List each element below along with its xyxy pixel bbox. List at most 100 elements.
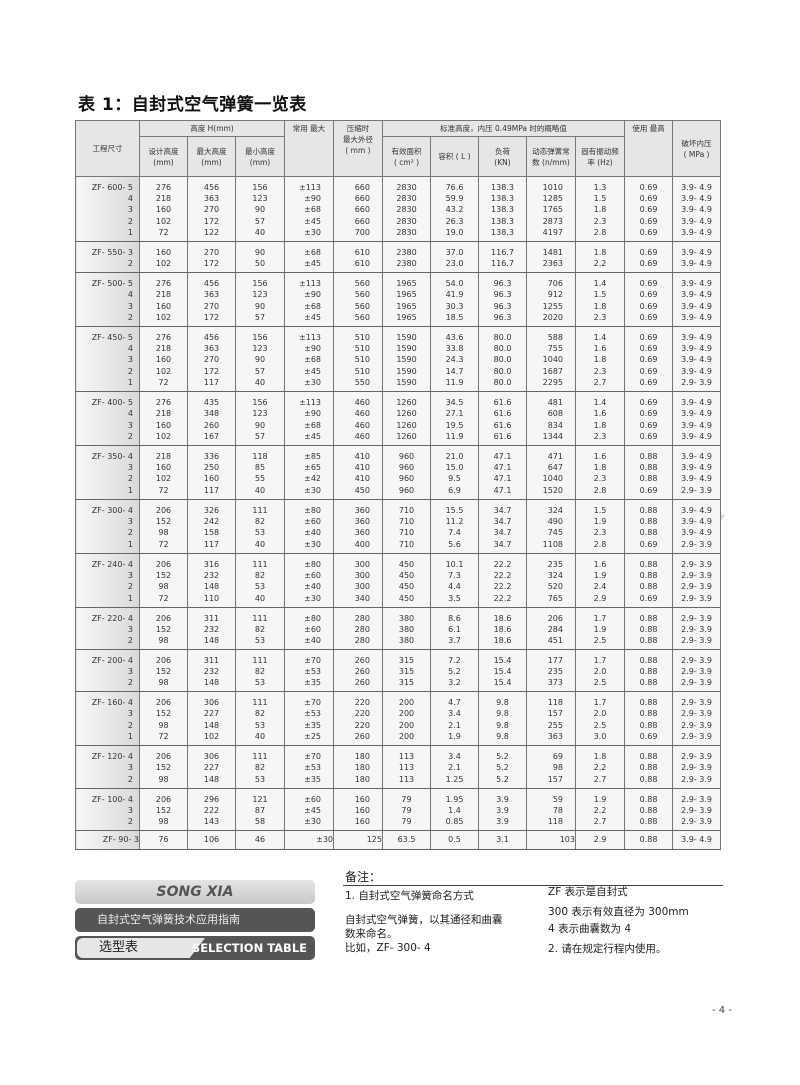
page-number: - 4 - <box>712 1005 732 1016</box>
table-cell: 260 <box>333 731 383 747</box>
table-cell: 143 <box>187 815 236 831</box>
table-cell: 451 <box>526 634 576 650</box>
table-cell: 481 <box>526 391 576 409</box>
table-cell: 1.4 <box>574 272 626 290</box>
table-row: 2 102 167 57 ±45 460 1260 11.9 61.6 1344 2.3 0.69 3.… <box>75 431 722 447</box>
table-cell: ±68 <box>284 419 334 432</box>
table-cell: 2.9- 3.9 <box>672 538 722 554</box>
table-cell: 0.88 <box>624 527 674 539</box>
table-cell: 324 <box>526 499 576 516</box>
table-cell: 2.9- 3.9 <box>672 815 722 831</box>
table-cell: 2.3 <box>574 473 626 485</box>
model-cell: ZF- 200- 4 <box>75 649 140 666</box>
section-en: SELECTION TABLE <box>191 941 307 955</box>
table-cell: 148 <box>187 677 236 693</box>
notes-title: 备注： <box>345 870 382 884</box>
table-cell: 5.2 <box>478 773 527 789</box>
model-cell: ZF- 100- 4 <box>75 788 140 805</box>
table-cell: 755 <box>526 343 576 355</box>
table-cell: 0.69 <box>624 326 674 344</box>
table-cell: ±30 <box>284 538 334 554</box>
table-cell: 218 <box>139 193 188 205</box>
table-cell: 3.9- 4.9 <box>672 365 722 378</box>
table-row: 3 160 250 85 ±65 410 960 15.0 47.1 647 1.8 0.88 3.9-… <box>75 462 722 474</box>
table-cell: 450 <box>382 581 431 593</box>
table-cell: 1.9 <box>574 515 626 528</box>
col-design-height: 设计高度 (mm) <box>139 136 188 177</box>
table-cell: 47.1 <box>478 484 527 500</box>
table-cell: 98 <box>139 581 188 593</box>
table-cell: 47.1 <box>478 445 527 463</box>
table-cell: 220 <box>333 719 383 732</box>
model-cell: 3 <box>75 569 140 582</box>
table-cell: 2.4 <box>574 581 626 593</box>
table-row: 3 152 232 82 ±60 300 450 7.3 22.2 324 1.9 0.88 2.9- … <box>75 569 722 582</box>
table-cell: 4.4 <box>430 581 479 593</box>
brand-panel: SONG XIA <box>75 880 315 904</box>
table-cell: ±80 <box>284 499 334 516</box>
table-cell: 3.9 <box>478 815 527 831</box>
model-cell: 1 <box>75 227 140 243</box>
table-cell: 608 <box>526 408 576 420</box>
table-cell: ±30 <box>284 227 334 243</box>
table-cell: 324 <box>526 569 576 582</box>
table-row: ZF- 400- 5 276 435 156 ±113 460 1260 34.5 61.6 48… <box>75 391 722 409</box>
table-cell: 2.9- 3.9 <box>672 773 722 789</box>
table-cell: 160 <box>187 473 236 485</box>
table-cell: 306 <box>187 691 236 709</box>
table-cell: 2.2 <box>574 804 626 816</box>
model-cell: 1 <box>75 538 140 554</box>
spec-table: 工程尺寸 高度 H(mm) 常用 最大 压缩时 最大外径 ( mm ) 标准高度… <box>75 120 722 850</box>
table-cell: ±30 <box>284 484 334 500</box>
table-cell: ±53 <box>284 665 334 678</box>
model-cell: ZF- 350- 4 <box>75 445 140 463</box>
table-cell: 270 <box>187 300 236 313</box>
table-cell: 311 <box>187 649 236 666</box>
table-cell: 3.4 <box>430 708 479 720</box>
table-cell: 15.4 <box>478 649 527 666</box>
table-cell: 22.2 <box>478 592 527 608</box>
table-cell: 9.8 <box>478 691 527 709</box>
table-row: 1 72 117 40 ±30 450 960 6.9 47.1 1520 2.8 0.69 2.9- … <box>75 484 722 500</box>
table-cell: 138.3 <box>478 193 527 205</box>
table-cell: 76 <box>139 830 188 850</box>
table-cell: 6.1 <box>430 623 479 635</box>
model-cell: ZF- 400- 5 <box>75 391 140 409</box>
table-cell: 0.88 <box>624 804 674 816</box>
table-cell: 296 <box>187 788 236 805</box>
table-cell: 111 <box>235 499 285 516</box>
table-cell: 11.2 <box>430 515 479 528</box>
table-cell: 0.88 <box>624 515 674 528</box>
table-cell: 0.69 <box>624 731 674 747</box>
table-cell: 9.8 <box>478 731 527 747</box>
table-cell: ±113 <box>284 391 334 409</box>
table-cell: 3.9- 4.9 <box>672 227 722 243</box>
table-cell: 15.4 <box>478 665 527 678</box>
table-cell: 610 <box>333 241 383 259</box>
table-cell: 34.7 <box>478 527 527 539</box>
table-cell: 1260 <box>382 391 431 409</box>
table-cell: 456 <box>187 326 236 344</box>
table-cell: 348 <box>187 408 236 420</box>
table-cell: 82 <box>235 762 285 774</box>
table-cell: 276 <box>139 272 188 290</box>
table-cell: 2.3 <box>574 312 626 328</box>
table-cell: ±30 <box>284 377 334 393</box>
table-cell: 1040 <box>526 354 576 366</box>
table-cell: 53 <box>235 719 285 732</box>
table-cell: 90 <box>235 204 285 216</box>
table-row: 4 218 363 123 ±90 510 1590 33.8 80.0 755 1.6 0.69 3.… <box>75 343 722 355</box>
table-cell: 460 <box>333 391 383 409</box>
table-cell: 22.2 <box>478 553 527 570</box>
table-cell: 1520 <box>526 484 576 500</box>
table-cell: 18.6 <box>478 623 527 635</box>
table-cell: 710 <box>382 538 431 554</box>
table-row: 3 152 227 82 ±53 180 113 2.1 5.2 98 2.2 0.88 2.9- 3.… <box>75 762 722 774</box>
table-cell: 280 <box>333 623 383 635</box>
table-cell: 1.8 <box>574 354 626 366</box>
model-cell: 3 <box>75 708 140 720</box>
table-cell: 2.9- 3.9 <box>672 762 722 774</box>
table-cell: ±40 <box>284 581 334 593</box>
table-cell: 2.5 <box>574 719 626 732</box>
table-cell: 1965 <box>382 272 431 290</box>
